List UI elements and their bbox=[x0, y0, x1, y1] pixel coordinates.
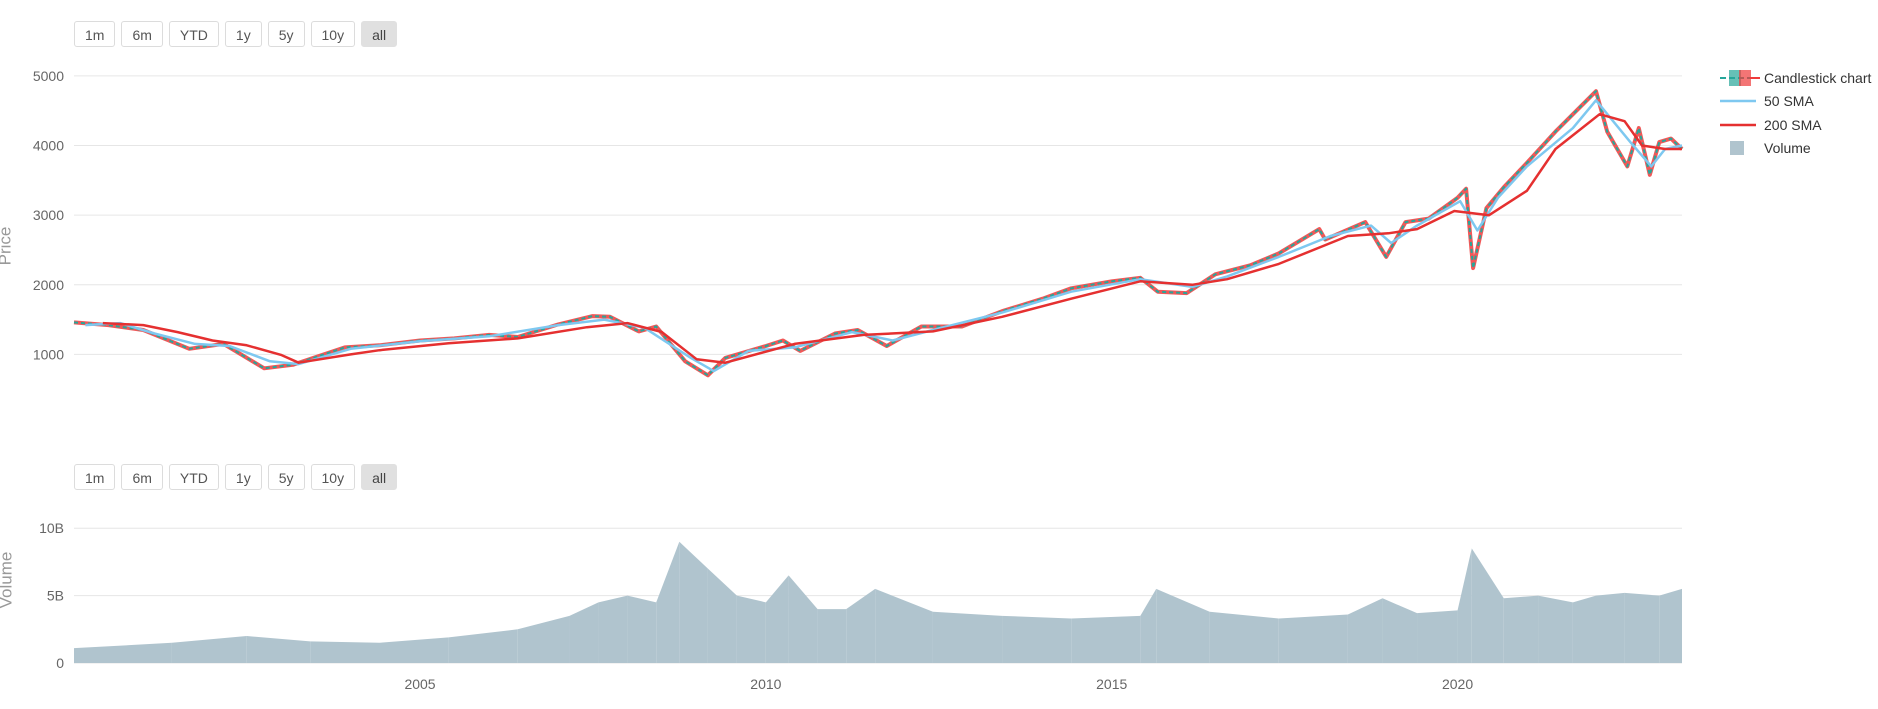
sma200-line bbox=[102, 112, 1682, 364]
candlestick-series bbox=[73, 90, 1683, 377]
volume-bar bbox=[379, 637, 449, 663]
volume-bar bbox=[246, 636, 311, 663]
volume-bar bbox=[1156, 588, 1210, 663]
price-tick-label: 2000 bbox=[33, 277, 64, 293]
volume-bar bbox=[1457, 548, 1472, 663]
volume-bar bbox=[846, 588, 876, 663]
x-tick-label: 2015 bbox=[1096, 676, 1127, 692]
sma50-line-icon bbox=[1720, 92, 1760, 110]
range-6m-button[interactable]: 6m bbox=[121, 464, 163, 490]
volume-bar bbox=[1347, 598, 1383, 663]
volume-axis-title: Volume bbox=[0, 551, 16, 609]
volume-bar bbox=[1596, 592, 1625, 663]
candlestick-down-trace bbox=[73, 89, 1684, 378]
price-y-ticks: 1000 2000 3000 4000 5000 bbox=[33, 68, 64, 362]
legend-label-volume: Volume bbox=[1764, 140, 1811, 157]
price-grid bbox=[74, 75, 1682, 355]
volume-tick-label: 10B bbox=[39, 520, 64, 536]
range-ytd-button[interactable]: YTD bbox=[168, 464, 219, 490]
volume-bar bbox=[517, 615, 570, 663]
price-tick-label: 4000 bbox=[33, 138, 64, 154]
price-series bbox=[73, 89, 1684, 378]
volume-bar bbox=[736, 595, 766, 663]
volume-bar bbox=[679, 541, 708, 663]
legend-item-sma200[interactable]: 200 SMA bbox=[1720, 113, 1871, 137]
volume-bar bbox=[1624, 592, 1660, 663]
x-tick-label: 2010 bbox=[750, 676, 781, 692]
legend-label-sma50: 50 SMA bbox=[1764, 93, 1814, 110]
sma200-line-icon bbox=[1720, 116, 1760, 134]
range-1y-button[interactable]: 1y bbox=[224, 21, 262, 47]
volume-bar bbox=[1278, 614, 1348, 663]
range-10y-button[interactable]: 10y bbox=[310, 464, 356, 490]
volume-bar bbox=[569, 602, 599, 663]
range-ytd-button[interactable]: YTD bbox=[168, 21, 219, 47]
volume-bar bbox=[627, 595, 657, 663]
x-axis-ticks: 2005 2010 2015 2020 bbox=[404, 676, 1473, 692]
price-tick-label: 1000 bbox=[33, 346, 64, 362]
range-6m-button[interactable]: 6m bbox=[121, 21, 163, 47]
range-1m-button[interactable]: 1m bbox=[74, 21, 116, 47]
volume-bar bbox=[1382, 598, 1418, 663]
volume-bar bbox=[74, 642, 172, 663]
sma50-line bbox=[85, 99, 1683, 373]
volume-bar bbox=[875, 588, 933, 663]
volume-bar bbox=[1572, 595, 1597, 663]
volume-bar bbox=[1538, 595, 1573, 663]
volume-bar bbox=[448, 629, 518, 663]
volume-bar bbox=[765, 575, 789, 663]
legend-item-sma50[interactable]: 50 SMA bbox=[1720, 90, 1871, 114]
range-5y-button[interactable]: 5y bbox=[267, 21, 305, 47]
volume-bar bbox=[1471, 548, 1504, 663]
range-5y-button[interactable]: 5y bbox=[267, 464, 305, 490]
volume-bar bbox=[1140, 588, 1157, 663]
range-all-button[interactable]: all bbox=[361, 21, 398, 47]
volume-bar bbox=[1659, 588, 1682, 663]
volume-y-ticks: 0 5B 10B bbox=[39, 520, 64, 671]
volume-bar bbox=[1417, 610, 1458, 663]
volume-bar bbox=[598, 595, 628, 663]
range-1m-button[interactable]: 1m bbox=[74, 464, 116, 490]
price-axis-title: Price bbox=[0, 226, 15, 266]
volume-bar bbox=[171, 636, 247, 663]
volume-bar bbox=[817, 609, 847, 663]
range-selector-top: 1m 6m YTD 1y 5y 10y all bbox=[74, 21, 398, 47]
range-1y-button[interactable]: 1y bbox=[224, 464, 262, 490]
volume-bar bbox=[1503, 595, 1539, 663]
x-tick-label: 2020 bbox=[1442, 676, 1473, 692]
price-tick-label: 5000 bbox=[33, 68, 64, 84]
volume-bar bbox=[1071, 615, 1141, 663]
legend-label-candlestick: Candlestick chart bbox=[1764, 69, 1872, 86]
volume-bar bbox=[1209, 611, 1279, 663]
volume-bar bbox=[788, 575, 818, 663]
range-selector-bottom: 1m 6m YTD 1y 5y 10y all bbox=[74, 464, 398, 490]
volume-bar bbox=[707, 568, 737, 663]
volume-bar bbox=[656, 541, 680, 663]
volume-series bbox=[74, 541, 1682, 663]
legend-item-candlestick[interactable]: Candlestick chart bbox=[1720, 66, 1871, 90]
range-all-button[interactable]: all bbox=[361, 464, 398, 490]
price-tick-label: 3000 bbox=[33, 207, 64, 223]
volume-bar bbox=[310, 641, 380, 663]
legend: Candlestick chart 50 SMA 200 SMA Volume bbox=[1720, 66, 1871, 160]
volume-tick-label: 0 bbox=[56, 655, 64, 671]
legend-item-volume[interactable]: Volume bbox=[1720, 137, 1871, 161]
volume-grid bbox=[74, 527, 1682, 664]
range-10y-button[interactable]: 10y bbox=[310, 21, 356, 47]
candlestick-swatch-icon bbox=[1720, 69, 1760, 87]
volume-swatch-icon bbox=[1720, 139, 1760, 157]
volume-tick-label: 5B bbox=[47, 588, 64, 604]
x-tick-label: 2005 bbox=[404, 676, 435, 692]
volume-bar bbox=[1002, 615, 1072, 663]
legend-label-sma200: 200 SMA bbox=[1764, 116, 1822, 133]
volume-bar bbox=[932, 611, 1003, 663]
